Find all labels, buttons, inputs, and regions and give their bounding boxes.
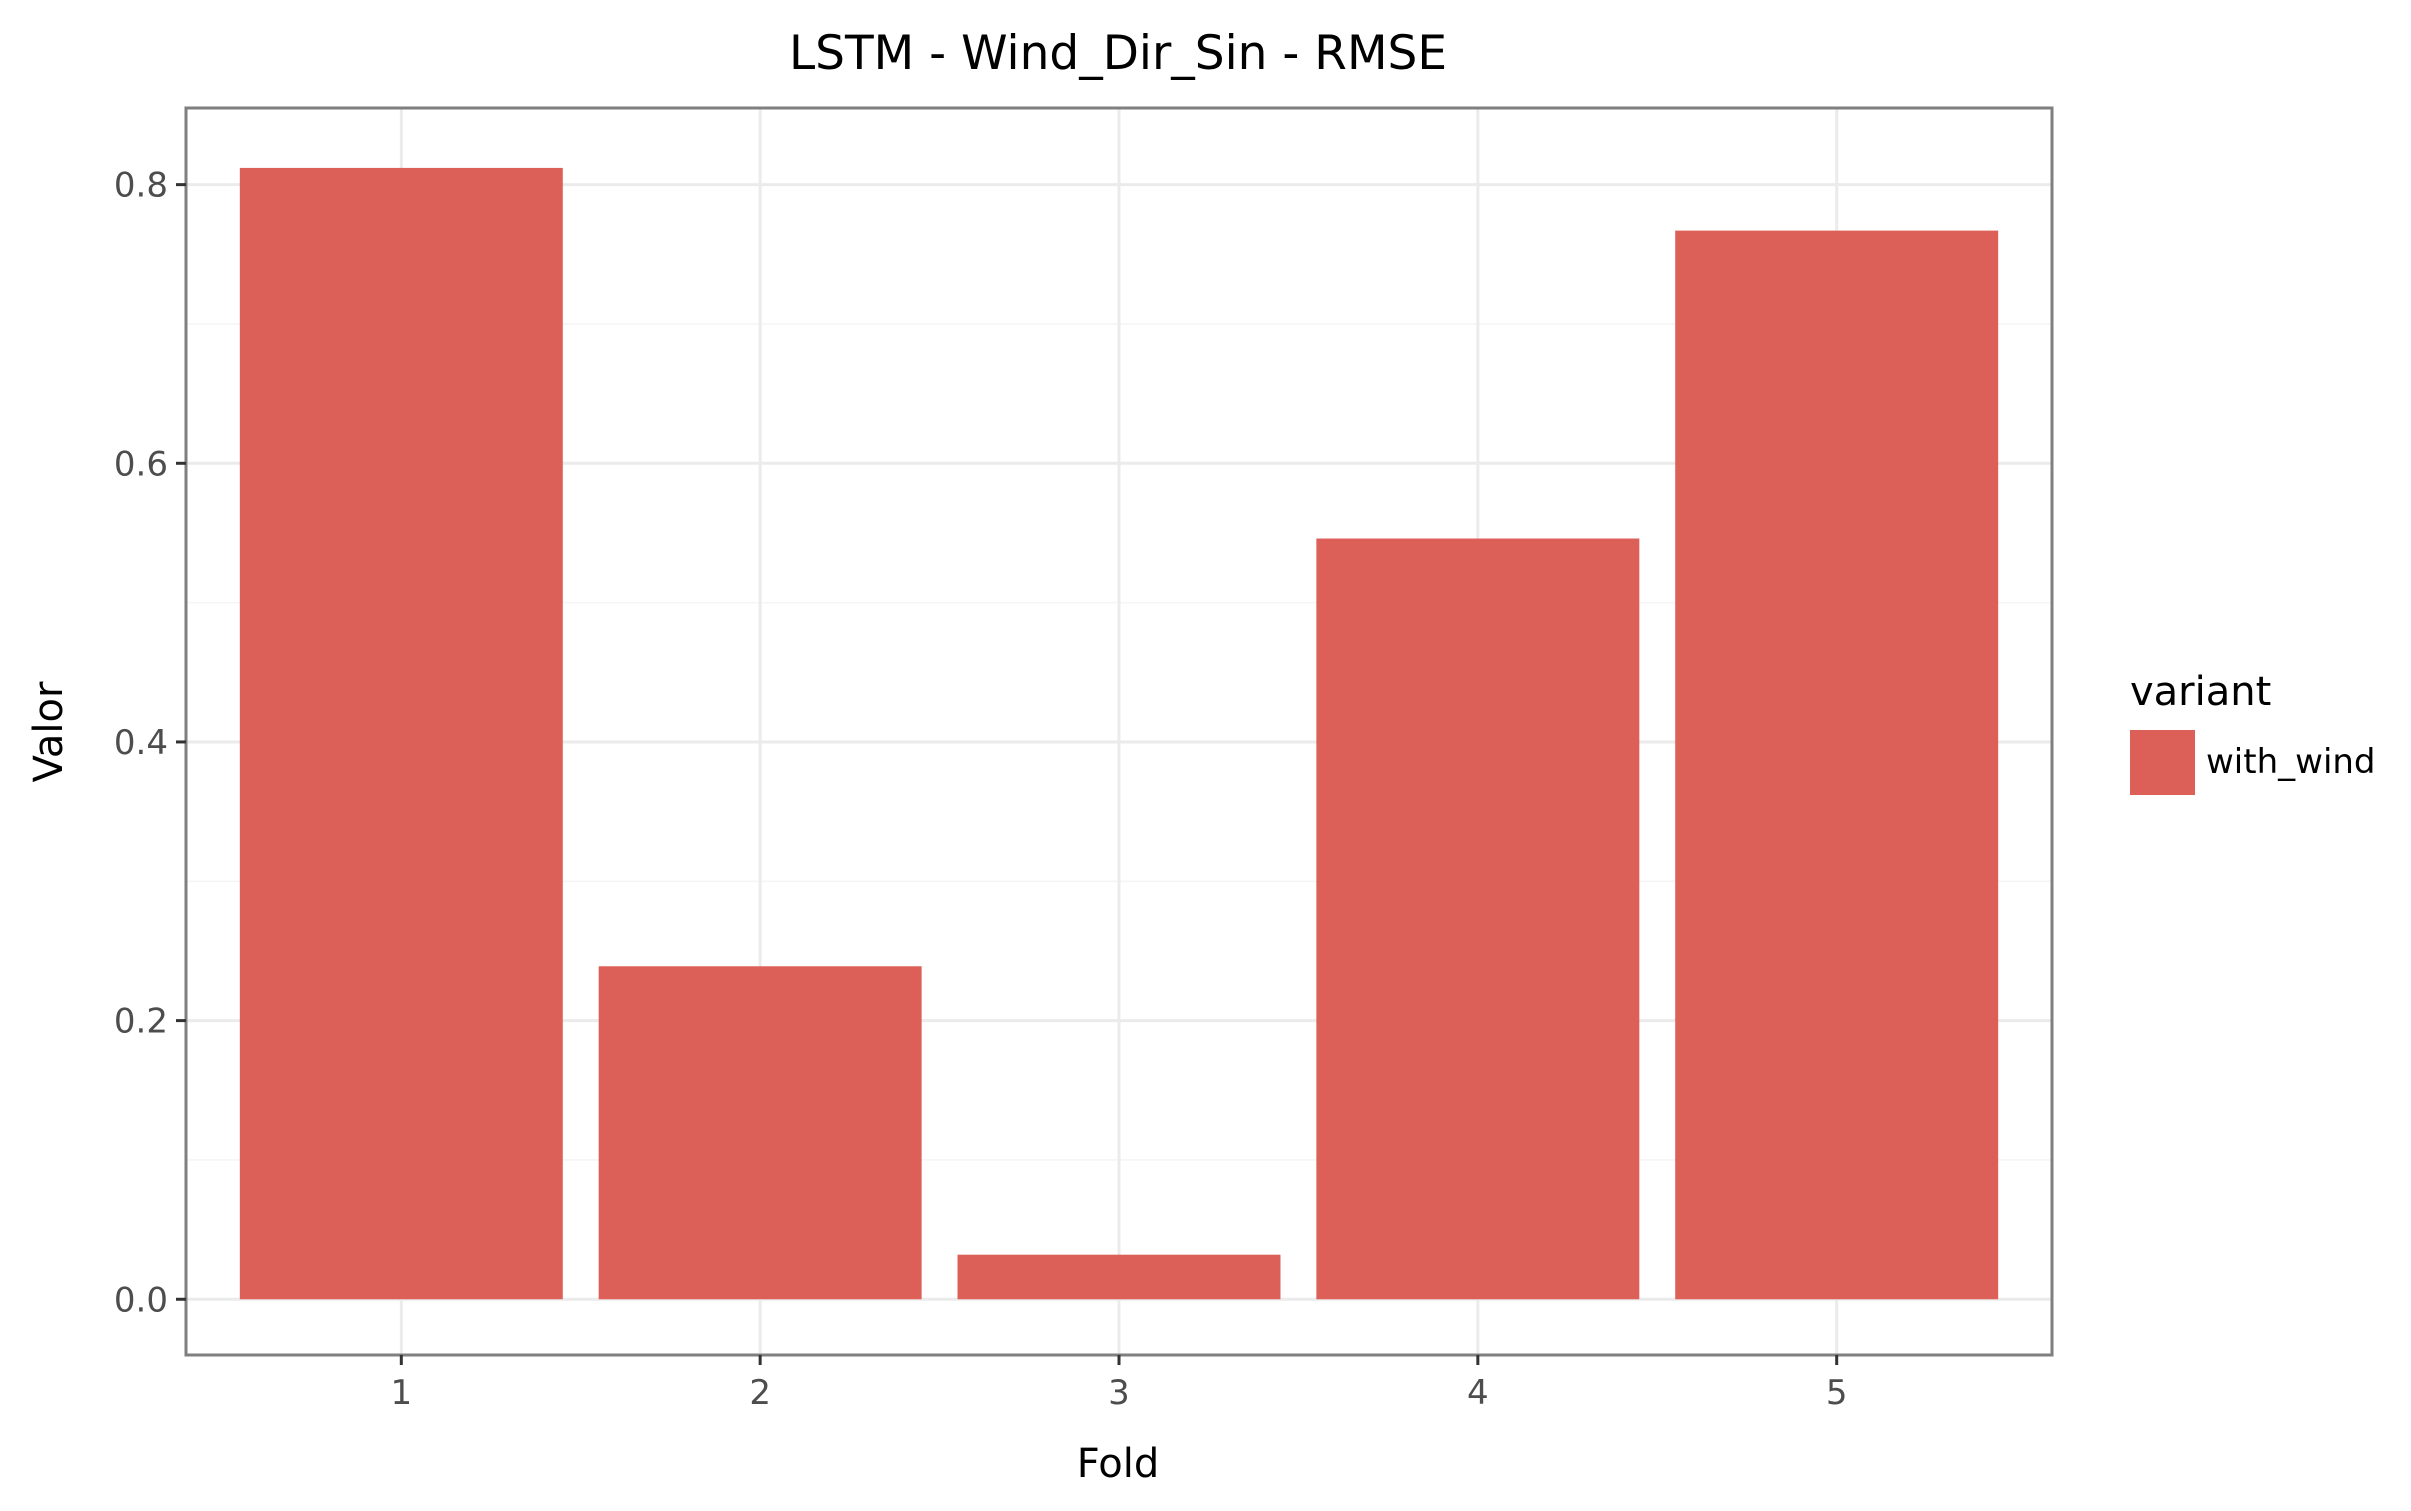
bars <box>239 167 1999 1300</box>
legend-label: with_wind <box>2206 742 2376 782</box>
legend: variant with_wind <box>2130 669 2376 795</box>
x-tick-label: 2 <box>749 1373 771 1413</box>
bar <box>957 1254 1281 1300</box>
y-tick-label: 0.6 <box>114 444 168 484</box>
legend-key <box>2130 730 2195 795</box>
legend-title: variant <box>2130 669 2271 715</box>
x-axis: 1 2 3 4 5 <box>390 1355 1848 1413</box>
bar <box>1675 230 1999 1300</box>
x-tick-label: 1 <box>390 1373 412 1413</box>
y-axis: 0.0 0.2 0.4 0.6 0.8 <box>114 166 186 1320</box>
bar <box>1316 538 1640 1300</box>
y-tick-label: 0.8 <box>114 166 168 206</box>
x-axis-title: Fold <box>1077 1441 1160 1487</box>
x-tick-label: 4 <box>1467 1373 1489 1413</box>
chart-title: LSTM - Wind_Dir_Sin - RMSE <box>789 26 1447 81</box>
bar <box>598 966 922 1300</box>
y-axis-title: Valor <box>26 681 72 782</box>
y-tick-label: 0.4 <box>114 723 168 763</box>
y-tick-label: 0.2 <box>114 1002 168 1042</box>
bar <box>239 167 563 1300</box>
x-tick-label: 3 <box>1108 1373 1130 1413</box>
x-tick-label: 5 <box>1826 1373 1848 1413</box>
y-tick-label: 0.0 <box>114 1280 168 1320</box>
